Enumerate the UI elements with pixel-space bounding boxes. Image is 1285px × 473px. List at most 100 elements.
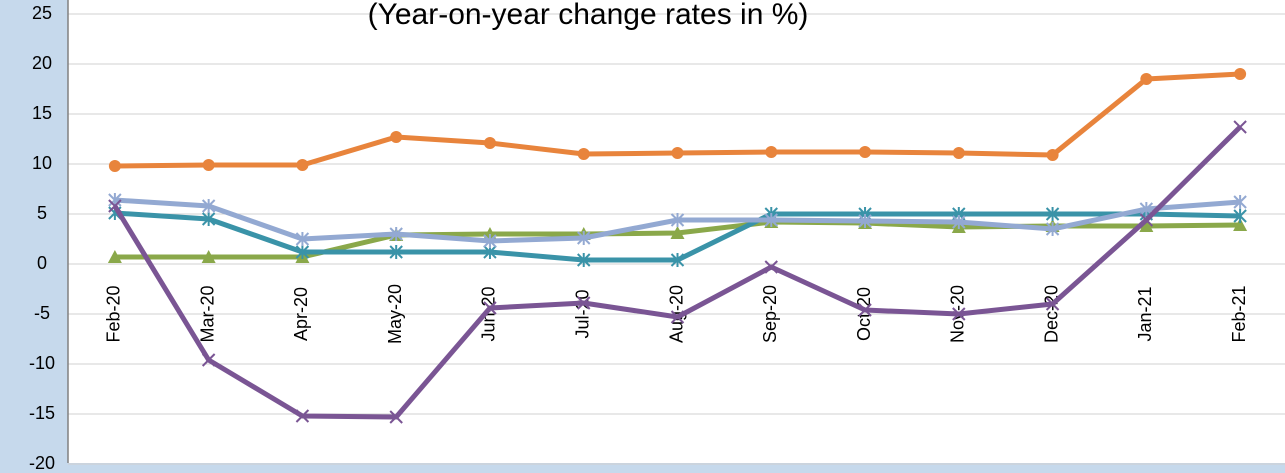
marker [108,199,122,213]
marker [389,227,403,241]
marker [389,410,403,424]
marker-cross [389,227,403,241]
marker [202,159,215,171]
marker-cross [1233,195,1247,209]
marker [201,199,216,213]
y-tick-label: 25 [32,3,52,23]
marker [1233,195,1247,209]
marker [389,245,403,259]
x-tick-label: Feb-20 [104,285,124,342]
marker [201,250,216,263]
marker [952,307,966,321]
marker-cross [764,213,778,227]
marker [577,148,590,160]
marker-cross [1233,209,1247,223]
marker-tri [201,250,216,263]
marker-cross [1045,207,1060,221]
marker-cross [577,296,591,310]
marker-cross [952,215,966,229]
marker-dot [1140,73,1153,85]
marker [390,131,403,143]
x-tick-label: Mar-20 [197,285,217,342]
marker [1045,207,1060,221]
y-tick-label: -20 [29,453,55,473]
marker [670,213,685,227]
marker-cross [483,301,497,315]
x-tick-label: Feb-21 [1229,285,1249,342]
marker-tri [1233,218,1248,231]
y-tick-label: -15 [29,403,55,423]
marker [765,146,778,158]
x-tick-label: Jan-21 [1135,286,1155,341]
marker-cross [858,303,872,317]
marker [295,245,310,259]
marker-cross [764,260,778,274]
marker [1139,213,1154,227]
marker [1045,222,1060,236]
marker-cross [201,199,216,213]
x-tick-label: Apr-20 [291,287,311,341]
marker [107,250,122,263]
marker-dot [108,160,121,172]
marker-dot [671,147,684,159]
y-tick-label: -10 [29,353,55,373]
marker [577,231,591,245]
chart-title: (Year-on-year change rates in %) [368,0,809,31]
marker [108,160,121,172]
marker [1140,73,1153,85]
marker-cross [858,214,872,228]
marker-cross [295,409,310,423]
marker [670,226,685,239]
marker [1233,120,1247,134]
marker [1233,209,1247,223]
marker-cross [952,307,966,321]
marker-cross [389,410,403,424]
marker [295,232,310,246]
marker-cross [483,234,497,248]
x-tick-label: May-20 [385,284,405,344]
marker [295,409,310,423]
marker-cross [670,253,685,267]
x-tick-label: Dec-20 [1041,285,1061,343]
y-tick-label: 15 [32,103,52,123]
marker [1139,219,1154,232]
marker-dot [390,131,403,143]
marker [764,213,778,227]
marker-dot [296,159,309,171]
marker-dot [765,146,778,158]
y-tick-label: 10 [32,153,52,173]
marker-dot [483,137,496,149]
marker-dot [577,148,590,160]
marker [1234,68,1247,80]
marker [201,353,216,367]
marker-dot [952,147,965,159]
marker-cross [1045,297,1060,311]
marker [296,159,309,171]
marker-dot [202,159,215,171]
marker [577,253,591,267]
x-tick-label: Oct-20 [854,287,874,341]
x-tick-label: Sep-20 [760,285,780,343]
marker-cross [295,245,310,259]
y-tick-label: 5 [37,203,47,223]
marker-dot [859,146,872,158]
marker-cross [108,199,122,213]
marker-tri [107,250,122,263]
marker [483,301,497,315]
marker [952,215,966,229]
marker-dot [1046,149,1059,161]
marker [670,253,685,267]
marker-cross [1139,213,1154,227]
marker [764,260,778,274]
marker-cross [389,245,403,259]
marker [1045,297,1060,311]
marker [858,303,872,317]
marker [483,234,497,248]
marker-cross [670,213,685,227]
marker-dot [1234,68,1247,80]
y-tick-label: 20 [32,53,52,73]
marker-cross [295,232,310,246]
marker-cross [1233,120,1247,134]
marker-cross [201,353,216,367]
